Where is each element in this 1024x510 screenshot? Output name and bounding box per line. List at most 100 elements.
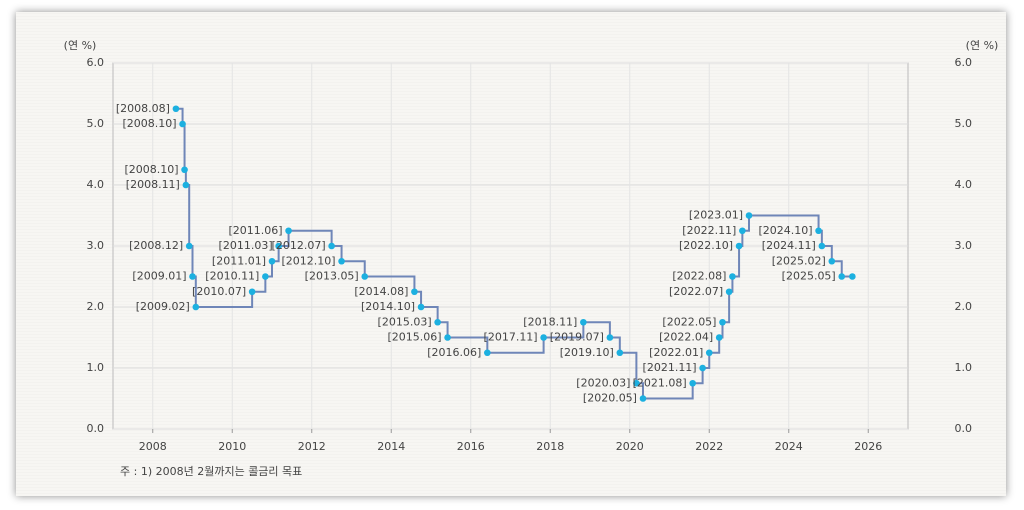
point-label: [2022.04] [659, 331, 713, 344]
point-label: [2008.11] [126, 178, 180, 191]
point-label: [2012.07] [272, 239, 326, 252]
step-line [195, 291, 254, 308]
point [719, 318, 726, 326]
point [338, 257, 345, 265]
step-line [278, 230, 290, 247]
point [745, 212, 753, 219]
point [262, 273, 269, 280]
point [189, 273, 196, 280]
point-label: [2009.01] [132, 270, 186, 283]
step-line [288, 229, 333, 246]
point-label: [2012.10] [281, 254, 335, 267]
point-label: [2011.01] [212, 254, 266, 267]
point [616, 349, 624, 357]
point [192, 303, 200, 311]
step-line [189, 245, 194, 277]
point [185, 242, 193, 250]
point-label: [2020.05] [583, 392, 637, 405]
point [818, 242, 826, 250]
chart-frame [16, 12, 1006, 496]
y-tick-label: 1.0 [87, 361, 105, 374]
footnote: 주 : 1) 2008년 2월까지는 콜금리 목표 [120, 465, 302, 478]
point-label: [2010.07] [192, 285, 246, 298]
y2-tick-label: 3.0 [955, 239, 973, 252]
point [639, 395, 647, 402]
point [179, 120, 186, 128]
point [540, 334, 547, 341]
point-label: [2023.01] [689, 209, 743, 222]
step-line [749, 214, 820, 231]
y2-tick-label: 6.0 [955, 56, 973, 69]
step-line [642, 383, 694, 400]
point [182, 181, 190, 189]
point [699, 364, 706, 372]
point-label: [2014.08] [354, 285, 408, 298]
y2-tick-label: 0.0 [955, 422, 973, 435]
x-tick-label: 2018 [536, 440, 564, 453]
step-line [331, 245, 343, 262]
point-label: [2020.03] [576, 376, 630, 389]
step-line [487, 337, 545, 354]
point [828, 257, 836, 265]
y2-axis-label: (연 %) [966, 39, 999, 52]
point-label: [2022.05] [662, 315, 716, 328]
y-tick-label: 6.0 [87, 56, 105, 69]
point [434, 318, 441, 326]
point-label: [2024.11] [762, 239, 816, 252]
step-line [341, 260, 366, 277]
step-line [185, 184, 191, 246]
point [606, 334, 614, 341]
point [248, 288, 256, 296]
point-label: [2010.11] [205, 270, 259, 283]
point-label: [2022.11] [682, 224, 736, 237]
x-tick-label: 2022 [695, 440, 723, 453]
y2-tick-label: 2.0 [955, 300, 973, 313]
point-label: [2008.08] [116, 102, 170, 115]
point-label: [2009.02] [136, 300, 190, 313]
y-tick-label: 3.0 [87, 239, 105, 252]
point [729, 273, 736, 280]
point-label: [2014.10] [361, 300, 415, 313]
point-label: [2025.02] [772, 254, 826, 267]
x-tick-label: 2010 [218, 440, 246, 453]
y-tick-label: 5.0 [87, 117, 105, 130]
point-label: [2018.11] [523, 315, 577, 328]
y2-tick-label: 5.0 [955, 117, 973, 130]
step-line [182, 123, 186, 170]
x-tick-label: 2016 [457, 440, 485, 453]
point-label: [2019.10] [560, 346, 614, 359]
point [275, 242, 282, 250]
point-label: [2025.05] [782, 270, 836, 283]
point [715, 334, 723, 341]
step-line [831, 260, 843, 277]
point [484, 349, 491, 357]
step-line [447, 336, 489, 353]
step-line [543, 322, 585, 339]
point [735, 242, 743, 250]
step-line [364, 275, 416, 292]
point [268, 257, 276, 265]
step-line [732, 246, 741, 278]
y-axis-label: (연 %) [64, 39, 97, 52]
point-label: [2008.10] [124, 163, 178, 176]
x-tick-label: 2008 [139, 440, 167, 453]
point-label: [2011.03] [219, 239, 273, 252]
step-line [252, 276, 267, 293]
point [815, 227, 822, 235]
point [725, 288, 733, 296]
point-label: [2021.08] [633, 376, 687, 389]
step-line [619, 351, 638, 384]
point [633, 379, 640, 387]
x-tick-label: 2014 [377, 440, 405, 453]
point-label: [2016.06] [427, 346, 481, 359]
point [181, 166, 188, 174]
point [689, 379, 696, 387]
point-label: [2017.11] [484, 331, 538, 344]
point-label: [2021.11] [643, 361, 697, 374]
point [739, 227, 746, 235]
point [705, 349, 713, 357]
step-line [692, 368, 704, 385]
point [411, 288, 418, 296]
y-tick-label: 2.0 [87, 300, 105, 313]
